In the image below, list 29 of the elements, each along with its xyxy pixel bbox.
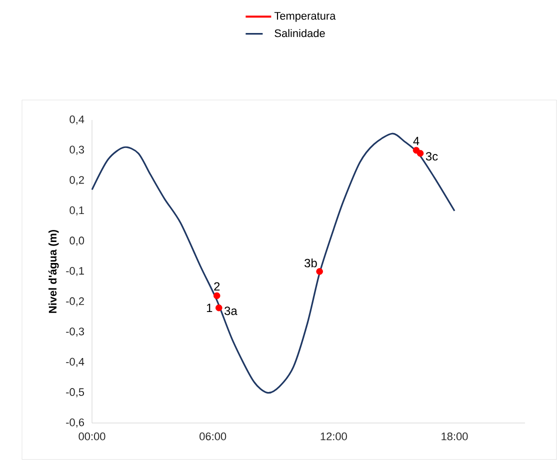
annotation: 1 xyxy=(206,304,212,312)
annotation: 4 xyxy=(413,136,420,146)
y-tick-label: 0,3 xyxy=(70,146,84,155)
x-tick-label: 18:00 xyxy=(442,432,468,440)
annotation: 3c xyxy=(426,152,438,161)
y-tick-label: 0,4 xyxy=(70,115,84,125)
y-axis-title: Nivel d'água (m) xyxy=(48,230,59,313)
x-tick-label: 06:00 xyxy=(200,432,226,440)
y-tick-label: 0,2 xyxy=(70,176,84,186)
annotation: 2 xyxy=(214,282,220,291)
annotation: 3b xyxy=(304,258,317,268)
x-tick-label: 00:00 xyxy=(78,432,106,440)
point xyxy=(316,268,323,275)
point xyxy=(213,292,220,300)
point xyxy=(416,150,424,157)
point xyxy=(215,304,222,312)
y-tick-label: -0,2 xyxy=(66,297,84,306)
y-tick-label: -0,3 xyxy=(66,328,84,337)
y-tick-label: -0,4 xyxy=(66,358,84,367)
legend-label: Salinidade xyxy=(274,29,325,38)
y-tick-label: -0,1 xyxy=(66,266,84,276)
line-series xyxy=(91,132,456,394)
y-tick-label: -0,5 xyxy=(66,388,84,398)
y-tick-label: 0,0 xyxy=(70,236,84,246)
annotation: 3a xyxy=(224,306,238,316)
x-tick-label: 12:00 xyxy=(320,432,347,440)
y-tick-label: -0,6 xyxy=(66,418,84,428)
legend-label: Temperatura xyxy=(274,12,336,22)
y-tick-label: 0,1 xyxy=(70,206,84,216)
